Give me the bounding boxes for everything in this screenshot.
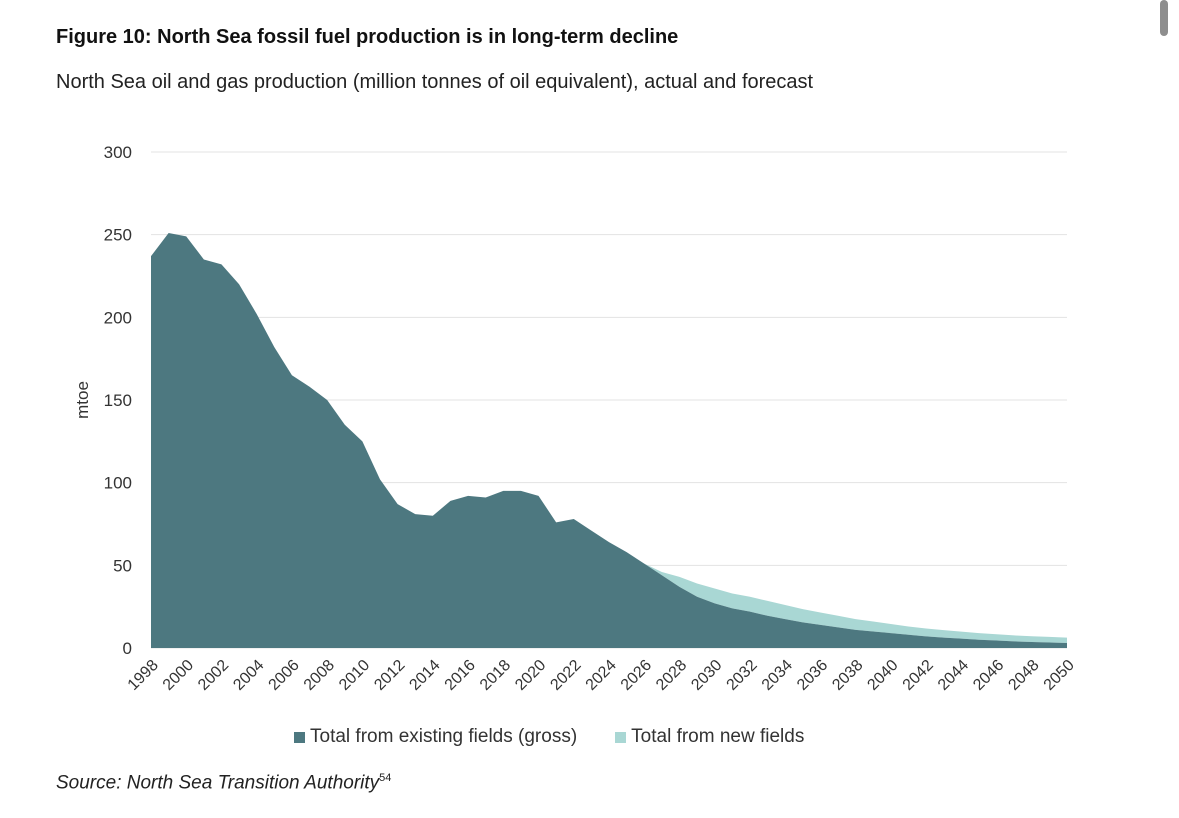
legend-label-new: Total from new fields (631, 726, 805, 747)
x-tick-label: 2004 (230, 657, 267, 694)
legend-label-existing: Total from existing fields (gross) (310, 726, 578, 747)
x-tick-label: 2002 (195, 657, 232, 694)
legend-item-new: Total from new fields (615, 726, 804, 748)
x-tick-label: 2032 (724, 657, 761, 694)
x-tick-label: 2012 (371, 657, 408, 694)
source-footnote-ref: 54 (379, 772, 392, 784)
x-tick-label: 2026 (618, 657, 655, 694)
scrollbar-thumb[interactable] (1160, 0, 1168, 36)
y-axis-ticks: 0 50 100 150 200 250 300 (104, 143, 132, 658)
y-axis-label: mtoe (73, 381, 92, 419)
x-tick-label: 2022 (547, 657, 584, 694)
chart-subtitle: North Sea oil and gas production (millio… (56, 71, 814, 93)
y-tick-label: 100 (104, 474, 132, 493)
y-tick-label: 300 (104, 143, 132, 162)
x-tick-label: 2016 (442, 657, 479, 694)
area-series-existing-fields (151, 233, 1067, 648)
x-tick-label: 2036 (794, 657, 831, 694)
x-tick-label: 2010 (336, 657, 373, 694)
y-tick-label: 50 (113, 556, 132, 575)
x-tick-label: 2038 (829, 657, 866, 694)
x-tick-label: 2030 (688, 657, 725, 694)
x-tick-label: 2042 (900, 657, 937, 694)
x-tick-label: 2044 (935, 657, 972, 694)
legend-swatch-new (615, 731, 627, 743)
y-tick-label: 150 (104, 391, 132, 410)
x-tick-label: 2034 (759, 657, 796, 694)
x-tick-label: 1998 (125, 657, 162, 694)
x-tick-label: 2020 (512, 657, 549, 694)
x-tick-label: 2014 (406, 657, 443, 694)
legend-swatch-existing (294, 731, 305, 743)
legend: Total from existing fields (gross) Total… (294, 726, 804, 748)
x-tick-label: 2028 (653, 657, 690, 694)
area-series (151, 233, 1067, 648)
y-tick-label: 250 (104, 226, 132, 245)
source-text: Source: North Sea Transition Authority (56, 772, 380, 794)
x-tick-label: 2006 (266, 657, 303, 694)
x-tick-label: 2024 (583, 657, 620, 694)
y-tick-label: 200 (104, 308, 132, 327)
source-note: Source: North Sea Transition Authority54 (56, 772, 391, 794)
x-tick-label: 2040 (864, 657, 901, 694)
x-tick-label: 2008 (301, 657, 338, 694)
x-tick-label: 2046 (970, 657, 1007, 694)
x-axis-ticks: 1998200020022004200620082010201220142016… (125, 657, 1078, 694)
y-tick-label: 0 (123, 639, 132, 658)
x-tick-label: 2048 (1005, 657, 1042, 694)
chart-title: Figure 10: North Sea fossil fuel product… (56, 26, 679, 48)
x-tick-label: 2050 (1041, 657, 1078, 694)
legend-item-existing: Total from existing fields (gross) (294, 726, 577, 748)
x-tick-label: 2018 (477, 657, 514, 694)
x-tick-label: 2000 (160, 657, 197, 694)
